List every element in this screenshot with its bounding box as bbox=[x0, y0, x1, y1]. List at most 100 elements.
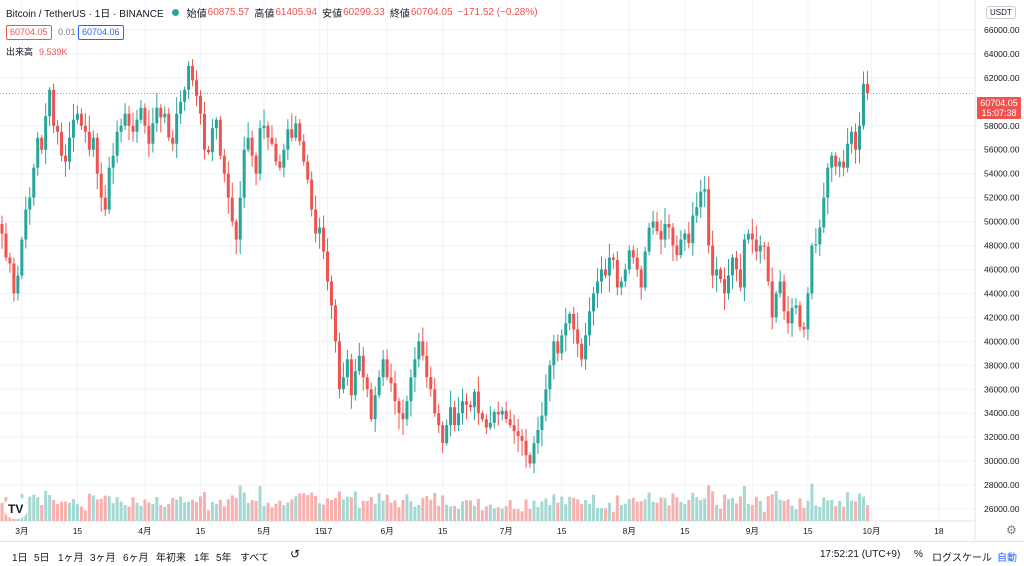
x-tick-label: 8月 bbox=[623, 526, 636, 536]
currency-button[interactable]: USDT bbox=[986, 6, 1016, 19]
candle-body bbox=[556, 341, 560, 354]
volume-bar bbox=[723, 494, 727, 521]
candle-body bbox=[111, 155, 115, 168]
candle-body bbox=[707, 189, 711, 246]
volume-bar bbox=[373, 503, 377, 521]
log-scale-toggle[interactable]: ログスケール bbox=[932, 553, 992, 564]
candle-body bbox=[663, 223, 667, 240]
volume-bar bbox=[524, 499, 528, 521]
candle-body bbox=[738, 269, 742, 288]
candle-body bbox=[488, 422, 492, 428]
candle-body bbox=[854, 131, 858, 150]
candle-body bbox=[95, 137, 99, 174]
percent-toggle[interactable]: % bbox=[914, 549, 923, 560]
candle-body bbox=[492, 412, 496, 423]
candle-body bbox=[528, 455, 532, 464]
candle-body bbox=[175, 113, 179, 144]
volume-bar bbox=[163, 506, 167, 521]
candle-body bbox=[20, 239, 24, 276]
volume-bar bbox=[302, 493, 306, 521]
candle-body bbox=[762, 245, 766, 247]
candle-body bbox=[290, 129, 294, 138]
volume-bar bbox=[119, 501, 123, 521]
candle-body bbox=[472, 391, 476, 408]
range-1d-button[interactable]: 1日 bbox=[12, 553, 28, 564]
candle-body bbox=[381, 359, 385, 378]
candle-body bbox=[103, 197, 107, 210]
volume-bar bbox=[226, 499, 230, 521]
candle-body bbox=[683, 233, 687, 240]
low-label: 安値 bbox=[322, 9, 343, 20]
candle-body bbox=[508, 419, 512, 426]
candle-body bbox=[87, 131, 91, 150]
candle-body bbox=[429, 377, 433, 390]
candle-body bbox=[500, 410, 504, 415]
volume-bar bbox=[588, 503, 592, 521]
y-tick-label: 36000.00 bbox=[984, 384, 1020, 394]
chart-legend: Bitcoin / TetherUS · 1日 · BINANCE 始値 608… bbox=[6, 5, 543, 20]
volume-bar bbox=[480, 510, 484, 521]
candle-body bbox=[318, 227, 322, 234]
candle-body bbox=[361, 355, 365, 378]
candle-body bbox=[794, 305, 798, 308]
volume-value: 9.539K bbox=[39, 47, 68, 57]
candle-body bbox=[179, 101, 183, 114]
range-5y-button[interactable]: 5年 bbox=[216, 553, 232, 564]
y-tick-label: 38000.00 bbox=[984, 360, 1020, 370]
volume-bar bbox=[667, 505, 671, 521]
candle-body bbox=[187, 65, 191, 90]
range-3m-button[interactable]: 3ヶ月 bbox=[90, 553, 116, 564]
open-label: 始値 bbox=[186, 9, 207, 20]
range-6m-button[interactable]: 6ヶ月 bbox=[123, 553, 149, 564]
settings-gear-icon[interactable]: ⚙ bbox=[1006, 523, 1017, 537]
range-1y-button[interactable]: 1年 bbox=[194, 553, 210, 564]
sell-button[interactable]: 60704.05 bbox=[6, 25, 52, 40]
volume-bar bbox=[572, 497, 576, 521]
candle-body bbox=[774, 293, 778, 318]
candle-body bbox=[294, 123, 298, 138]
calendar-jump-icon[interactable]: ↺ bbox=[290, 547, 301, 561]
candle-body bbox=[36, 137, 40, 168]
candle-body bbox=[230, 197, 234, 222]
volume-bar bbox=[437, 505, 441, 521]
volume-bar bbox=[155, 496, 159, 521]
candle-body bbox=[147, 125, 151, 144]
candle-body bbox=[838, 161, 842, 167]
candle-body bbox=[464, 401, 468, 405]
range-all-button[interactable]: すべて bbox=[240, 553, 269, 564]
candle-body bbox=[520, 435, 524, 441]
buy-button[interactable]: 60704.06 bbox=[78, 25, 124, 40]
candle-body bbox=[226, 173, 230, 198]
volume-bar bbox=[397, 507, 401, 521]
volume-bar bbox=[659, 497, 663, 521]
candle-body bbox=[75, 113, 79, 120]
candle-body bbox=[524, 440, 528, 456]
volume-bar bbox=[854, 501, 858, 521]
volume-bar bbox=[385, 494, 389, 521]
x-tick-label: 9月 bbox=[746, 526, 759, 536]
auto-scale-toggle[interactable]: 自動 bbox=[997, 553, 1017, 564]
price-chart[interactable]: 66000.00 64000.00 62000.00 58000.00 56000.00… bbox=[0, 0, 1024, 541]
candle-body bbox=[437, 413, 441, 426]
candle-body bbox=[715, 269, 719, 276]
range-1m-button[interactable]: 1ヶ月 bbox=[58, 553, 84, 564]
volume-bar bbox=[230, 495, 234, 521]
candle-body bbox=[286, 129, 290, 150]
volume-bar bbox=[461, 501, 465, 521]
volume-bar bbox=[707, 485, 711, 521]
clock-time: 17:52:21 (UTC+9) bbox=[820, 549, 901, 560]
range-5d-button[interactable]: 5日 bbox=[34, 553, 50, 564]
volume-bar bbox=[52, 499, 56, 521]
volume-bar bbox=[643, 499, 647, 521]
range-ytd-button[interactable]: 年初来 bbox=[156, 553, 186, 564]
volume-bar bbox=[103, 495, 107, 521]
candle-body bbox=[635, 257, 639, 270]
candle-body bbox=[544, 389, 548, 416]
spread-value: 0.01 bbox=[58, 27, 76, 37]
change-value: −171.52 (−0.28%) bbox=[457, 7, 538, 18]
candle-body bbox=[40, 137, 44, 150]
volume-bar bbox=[711, 491, 715, 521]
symbol-title[interactable]: Bitcoin / TetherUS · 1日 · BINANCE bbox=[6, 9, 164, 20]
y-tick-label: 46000.00 bbox=[984, 264, 1020, 274]
volume-bar bbox=[369, 496, 373, 521]
